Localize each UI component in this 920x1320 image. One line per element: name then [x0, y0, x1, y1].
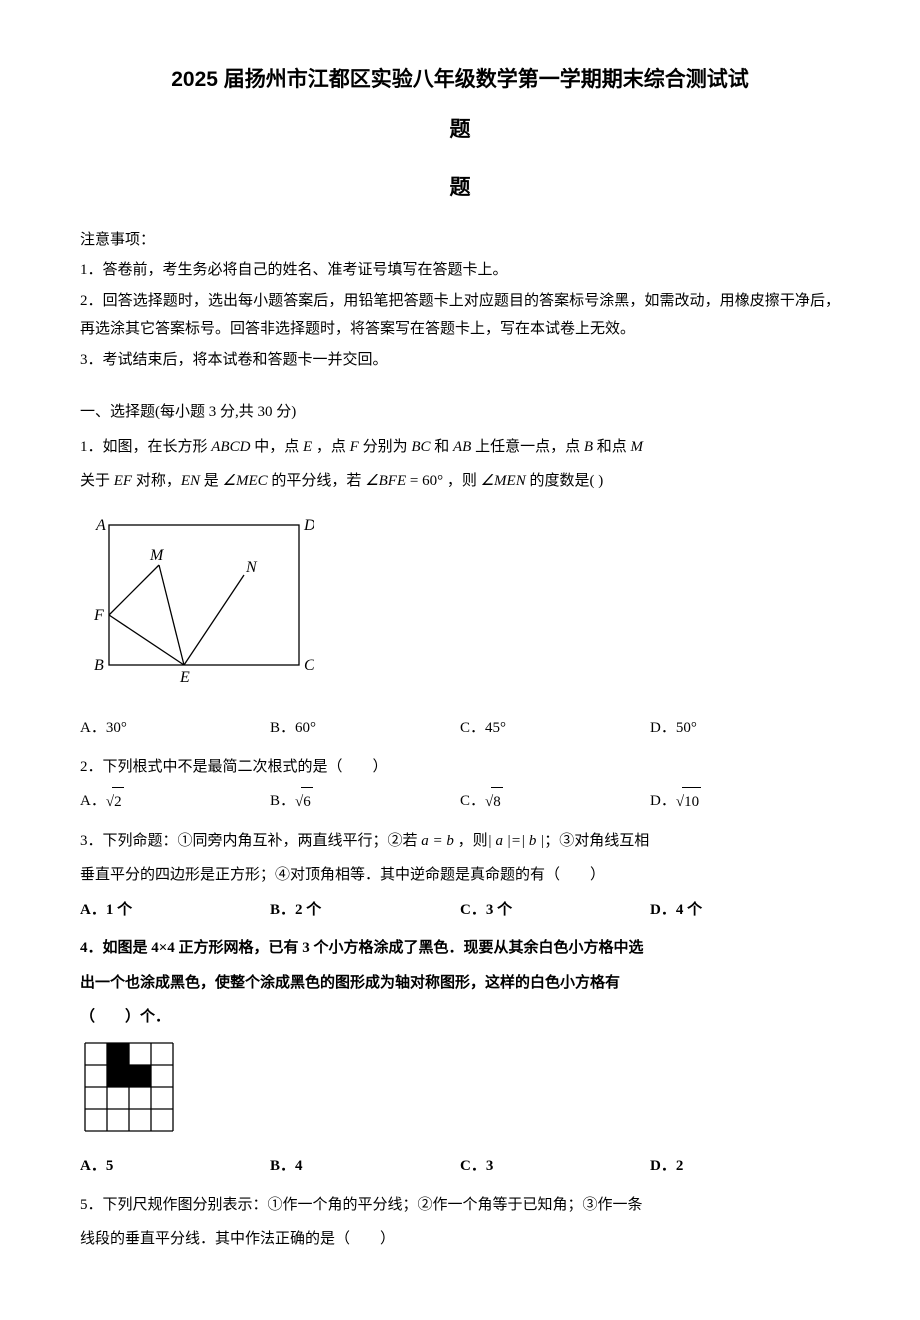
- q3-option-c: C．3 个: [460, 896, 650, 925]
- q1-t6: 和点: [593, 439, 631, 455]
- q3-options: A．1 个 B．2 个 C．3 个 D．4 个: [80, 896, 840, 925]
- question-2: 2．下列根式中不是最简二次根式的是（ ）: [80, 753, 840, 782]
- q2-c-val: 8: [491, 787, 503, 817]
- q1-ef: EF: [114, 473, 132, 489]
- question-4-l2: 出一个也涂成黑色，使整个涂成黑色的图形成为轴对称图形，这样的白色小方格有: [80, 969, 840, 998]
- q4-option-a: A．5: [80, 1152, 270, 1181]
- q2-b-label: B．: [270, 793, 295, 809]
- label-m: M: [149, 547, 165, 564]
- notice-header: 注意事项：: [80, 226, 840, 255]
- label-f: F: [93, 607, 104, 624]
- q1-l2-end: 的度数是( ): [526, 473, 604, 489]
- q2-option-a: A．√2: [80, 787, 270, 817]
- q1-l2-m1: 对称，: [132, 473, 181, 489]
- label-n: N: [245, 559, 258, 576]
- q4-options: A．5 B．4 C．3 D．2: [80, 1152, 840, 1181]
- q1-angle-bfe: ∠BFE: [365, 473, 406, 489]
- q1-text: 1．如图，在长方形: [80, 439, 211, 455]
- q3-option-d: D．4 个: [650, 896, 840, 925]
- q3-math2: | a |=| b |: [488, 833, 545, 849]
- q1-t4: 和: [431, 439, 454, 455]
- q1-l2-m2: 是: [200, 473, 223, 489]
- q3-p1: 3．下列命题：①同旁内角互补，两直线平行；②若: [80, 833, 421, 849]
- q2-a-val: 2: [112, 787, 124, 817]
- q1-angle-men: ∠MEN: [481, 473, 526, 489]
- q1-f: F: [350, 439, 359, 455]
- q2-option-b: B．√6: [270, 787, 460, 817]
- q4-option-b: B．4: [270, 1152, 460, 1181]
- q3-math1: a = b: [421, 833, 454, 849]
- title-line2: 题: [80, 110, 840, 150]
- q1-options: A．30° B．60° C．45° D．50°: [80, 714, 840, 743]
- question-5-l2: 线段的垂直平分线．其中作法正确的是（ ）: [80, 1225, 840, 1254]
- q1-angle-mec: ∠MEC: [223, 473, 268, 489]
- q2-c-label: C．: [460, 793, 485, 809]
- q1-option-b: B．60°: [270, 714, 460, 743]
- q1-svg: A D F B E C M N: [84, 510, 314, 690]
- label-b: B: [94, 657, 104, 674]
- label-d: D: [303, 517, 314, 534]
- notice-item-2: 2．回答选择题时，选出每小题答案后，用铅笔把答题卡上对应题目的答案标号涂黑，如需…: [80, 287, 840, 344]
- q3-p3: ；③对角线互相: [544, 833, 649, 849]
- label-c: C: [304, 657, 314, 674]
- q1-ab: AB: [453, 439, 471, 455]
- q4-grid: [84, 1042, 840, 1143]
- q3-option-a: A．1 个: [80, 896, 270, 925]
- q1-en: EN: [181, 473, 200, 489]
- q4-option-c: C．3: [460, 1152, 650, 1181]
- q1-t3: 分别为: [359, 439, 412, 455]
- question-3-line2: 垂直平分的四边形是正方形；④对顶角相等．其中逆命题是真命题的有（ ）: [80, 861, 840, 890]
- q3-p2: ，则: [454, 833, 488, 849]
- q1-l2-m4: ，则: [443, 473, 481, 489]
- title-line1: 2025 届扬州市江都区实验八年级数学第一学期期末综合测试试: [80, 60, 840, 100]
- question-4-l3: （ ）个．: [80, 1003, 840, 1032]
- question-1: 1．如图，在长方形 ABCD 中，点 E ，点 F 分别为 BC 和 AB 上任…: [80, 433, 840, 462]
- q2-options: A．√2 B．√6 C．√8 D．√10: [80, 787, 840, 817]
- q1-m: M: [631, 439, 644, 455]
- q4-option-d: D．2: [650, 1152, 840, 1181]
- title-line3: 题: [80, 168, 840, 208]
- question-5-l1: 5．下列尺规作图分别表示：①作一个角的平分线；②作一个角等于已知角；③作一条: [80, 1191, 840, 1220]
- q1-abcd: ABCD: [211, 439, 250, 455]
- notice-item-3: 3．考试结束后，将本试卷和答题卡一并交回。: [80, 346, 840, 375]
- q1-option-c: C．45°: [460, 714, 650, 743]
- q1-eq60: = 60°: [406, 473, 443, 489]
- q2-option-d: D．√10: [650, 787, 840, 817]
- q2-d-val: 10: [682, 787, 701, 817]
- q1-diagram: A D F B E C M N: [84, 510, 840, 701]
- question-4-l1: 4．如图是 4×4 正方形网格，已有 3 个小方格涂成了黑色．现要从其余白色小方…: [80, 934, 840, 963]
- label-e: E: [179, 669, 190, 686]
- q2-option-c: C．√8: [460, 787, 650, 817]
- label-a: A: [95, 517, 106, 534]
- q1-option-d: D．50°: [650, 714, 840, 743]
- q1-bc: BC: [411, 439, 430, 455]
- q1-t1: 中，点: [250, 439, 303, 455]
- q1-l2-m3: 的平分线，若: [268, 473, 366, 489]
- q4-svg: [84, 1042, 174, 1132]
- q1-e: E: [303, 439, 312, 455]
- section-1-header: 一、选择题(每小题 3 分,共 30 分): [80, 398, 840, 427]
- q1-l2-pre: 关于: [80, 473, 114, 489]
- q2-a-label: A．: [80, 793, 106, 809]
- q1-b: B: [584, 439, 593, 455]
- q2-b-val: 6: [301, 787, 313, 817]
- q1-t2: ，点: [312, 439, 350, 455]
- question-1-line2: 关于 EF 对称，EN 是 ∠MEC 的平分线，若 ∠BFE = 60° ，则 …: [80, 467, 840, 496]
- q3-option-b: B．2 个: [270, 896, 460, 925]
- q1-option-a: A．30°: [80, 714, 270, 743]
- question-3: 3．下列命题：①同旁内角互补，两直线平行；②若 a = b ，则| a |=| …: [80, 827, 840, 856]
- q2-d-label: D．: [650, 793, 676, 809]
- notice-item-1: 1．答卷前，考生务必将自己的姓名、准考证号填写在答题卡上。: [80, 256, 840, 285]
- q1-t5: 上任意一点，点: [471, 439, 584, 455]
